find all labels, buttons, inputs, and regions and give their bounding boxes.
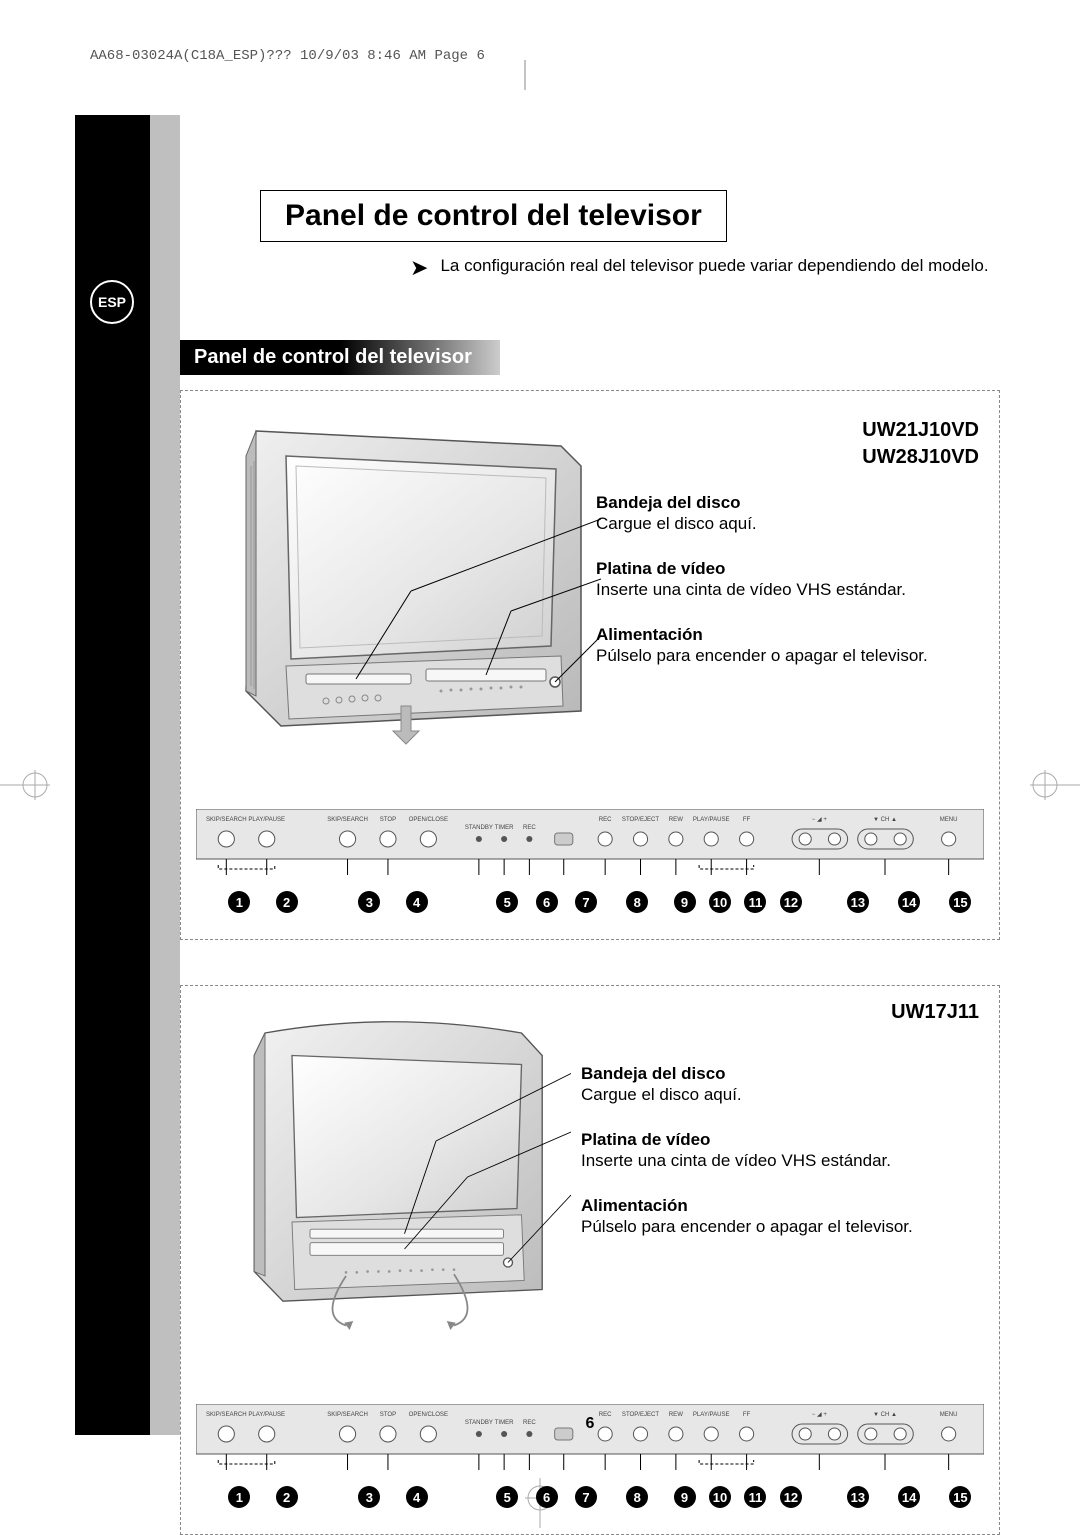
callout-bullet: 4 (406, 1486, 428, 1508)
language-badge: ESP (90, 280, 134, 324)
callout-bullet: 6 (536, 891, 558, 913)
front-panel-strip-1: SKIP/SEARCH PLAY/PAUSE SKIP/SEARCH STOP … (196, 809, 984, 879)
callout-bullet: 8 (626, 891, 648, 913)
svg-text:REW: REW (669, 817, 683, 823)
label-power-desc: Púlselo para encender o apagar el televi… (596, 645, 979, 667)
callout-bullet: 4 (406, 891, 428, 913)
svg-text:STANDBY: STANDBY (465, 825, 493, 831)
callout-bullet: 7 (575, 1486, 597, 1508)
callout-bullet: 1 (228, 891, 250, 913)
svg-text:REC: REC (599, 817, 612, 823)
label-disc-title: Bandeja del disco (596, 493, 979, 513)
callout-bullet: 13 (847, 1486, 869, 1508)
page-title: Panel de control del televisor (285, 199, 702, 233)
callout-bullet: 15 (949, 1486, 971, 1508)
callout-bullet: 15 (949, 891, 971, 913)
crop-mark-top-icon (510, 60, 540, 90)
label2-vcr-title: Platina de vídeo (581, 1130, 979, 1150)
svg-text:STOP/EJECT: STOP/EJECT (622, 817, 660, 823)
svg-text:STOP: STOP (380, 817, 396, 823)
svg-text:SKIP/SEARCH: SKIP/SEARCH (327, 817, 368, 823)
labels-column-1: UW21J10VD UW28J10VD Bandeja del disco Ca… (596, 419, 979, 667)
gray-sidebar (150, 115, 180, 1435)
callout-bullet: 2 (276, 1486, 298, 1508)
callout-bullet: 13 (847, 891, 869, 913)
label2-vcr-desc: Inserte una cinta de vídeo VHS estándar. (581, 1150, 979, 1172)
label2-power-title: Alimentación (581, 1196, 979, 1216)
svg-text:REC: REC (523, 825, 536, 831)
note-row: ➤ La configuración real del televisor pu… (410, 255, 990, 279)
tv-illustration-2 (211, 1006, 571, 1333)
model-number-2: UW17J11 (581, 1001, 979, 1024)
callout-bullet: 10 (709, 891, 731, 913)
label-vcr-title: Platina de vídeo (596, 559, 979, 579)
diagram-section-1: UW21J10VD UW28J10VD Bandeja del disco Ca… (180, 390, 1000, 940)
svg-text:FF: FF (743, 817, 751, 823)
callout-bullet: 2 (276, 891, 298, 913)
svg-text:PLAY/PAUSE: PLAY/PAUSE (248, 817, 285, 823)
model-number-1b: UW28J10VD (596, 446, 979, 469)
callout-bullet: 12 (780, 1486, 802, 1508)
label2-power-desc: Púlselo para encender o apagar el televi… (581, 1216, 979, 1238)
callout-bullet: 6 (536, 1486, 558, 1508)
callout-bullet: 14 (898, 1486, 920, 1508)
svg-text:▼ CH ▲: ▼ CH ▲ (873, 817, 897, 823)
callout-bullet: 14 (898, 891, 920, 913)
label-vcr-desc: Inserte una cinta de vídeo VHS estándar. (596, 579, 979, 601)
callout-bullet: 10 (709, 1486, 731, 1508)
svg-text:OPEN/CLOSE: OPEN/CLOSE (409, 817, 448, 823)
callout-bullet: 11 (744, 1486, 766, 1508)
label-disc-desc: Cargue el disco aquí. (596, 513, 979, 535)
crop-mark-right-icon (1030, 760, 1080, 810)
doc-header-line: AA68-03024A(C18A_ESP)??? 10/9/03 8:46 AM… (90, 48, 485, 64)
callout-bullet: 11 (744, 891, 766, 913)
model-number-1a: UW21J10VD (596, 419, 979, 442)
labels-column-2: UW17J11 Bandeja del disco Cargue el disc… (581, 1001, 979, 1238)
note-arrow-icon: ➤ (410, 257, 428, 279)
label2-disc-title: Bandeja del disco (581, 1064, 979, 1084)
callout-bullet: 7 (575, 891, 597, 913)
callout-bullet: 3 (358, 891, 380, 913)
callout-bullet: 9 (674, 1486, 696, 1508)
section-heading: Panel de control del televisor (180, 340, 500, 375)
callout-bullet: 12 (780, 891, 802, 913)
callout-bullet: 5 (496, 891, 518, 913)
callout-bullet: 3 (358, 1486, 380, 1508)
note-text: La configuración real del televisor pued… (440, 255, 988, 278)
bullet-row-2: 123456789101112131415 (196, 1482, 984, 1516)
callout-bullet: 5 (496, 1486, 518, 1508)
callout-bullet: 8 (626, 1486, 648, 1508)
svg-text:− ◢ +: − ◢ + (812, 817, 828, 823)
svg-text:SKIP/SEARCH: SKIP/SEARCH (206, 817, 247, 823)
svg-text:TIMER: TIMER (495, 825, 514, 831)
diagram-section-2: UW17J11 Bandeja del disco Cargue el disc… (180, 985, 1000, 1535)
crop-mark-left-icon (0, 760, 50, 810)
tv-illustration-1 (201, 411, 601, 754)
label2-disc-desc: Cargue el disco aquí. (581, 1084, 979, 1106)
svg-text:PLAY/PAUSE: PLAY/PAUSE (693, 817, 730, 823)
callout-bullet: 1 (228, 1486, 250, 1508)
page-title-box: Panel de control del televisor (260, 190, 727, 242)
page-number: 6 (180, 1415, 1000, 1433)
bullet-row-1: 123456789101112131415 (196, 887, 984, 921)
callout-bullet: 9 (674, 891, 696, 913)
label-power-title: Alimentación (596, 625, 979, 645)
svg-text:MENU: MENU (940, 817, 958, 823)
